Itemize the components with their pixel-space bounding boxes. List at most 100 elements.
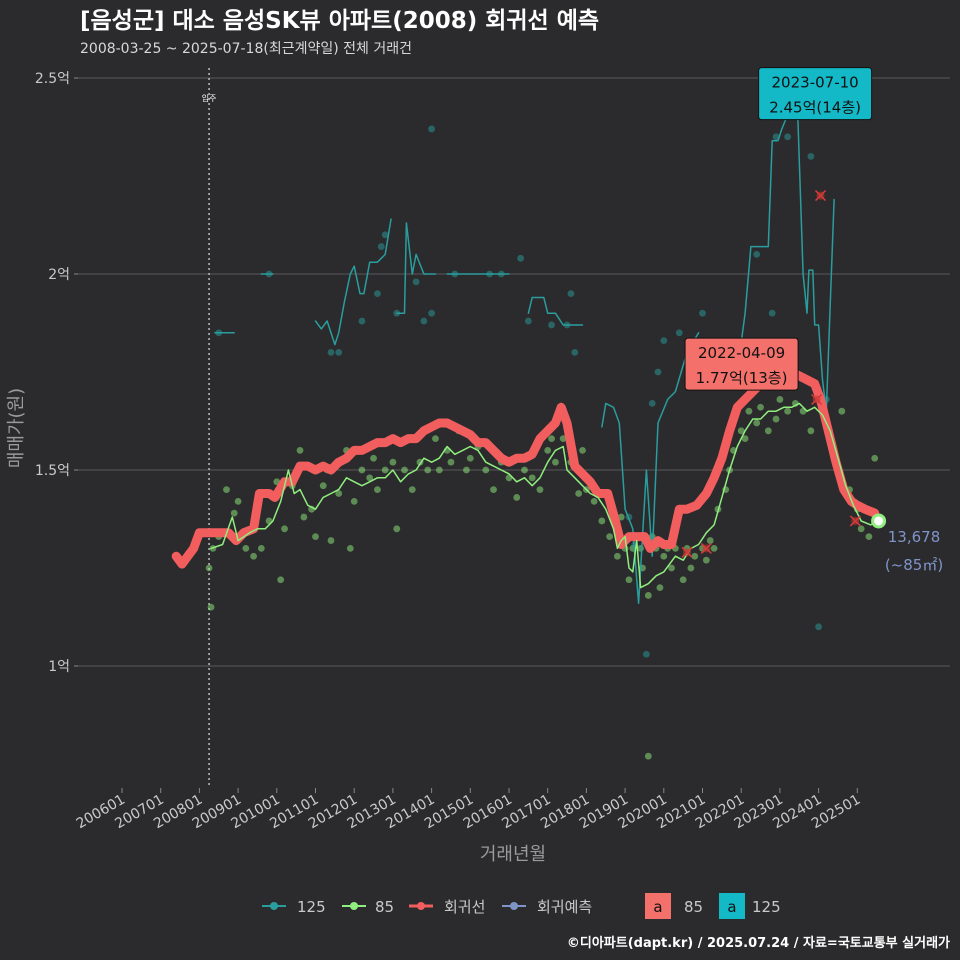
legend-item-regression: 회귀선	[409, 898, 485, 916]
series-85-point	[424, 466, 432, 474]
series-85-point	[350, 497, 358, 505]
series-85-point	[466, 454, 474, 462]
series-125-point	[642, 650, 650, 658]
series-85-point	[536, 486, 544, 493]
y-tick-label: 1.5억	[35, 463, 70, 479]
series-125-point	[807, 153, 815, 160]
series-85-point	[205, 564, 213, 572]
legend-forecast-dot	[510, 902, 518, 910]
callout-85: 2022-04-09 1.77억(13층)	[684, 337, 799, 391]
chart-subtitle: 2008-03-25 ~ 2025-07-18(최근계약일) 전체 거래건	[80, 41, 412, 57]
legend-125-label: 125	[297, 898, 326, 916]
legend-box-85-label: 85	[684, 898, 703, 916]
callout-125-date: 2023-07-10	[772, 74, 859, 92]
series-85-point	[230, 509, 238, 517]
y-tick-label: 2억	[48, 267, 70, 283]
y-axis-ticks: 1억 1.5억 2억 2.5억	[35, 71, 78, 675]
series-125-segment	[527, 296, 584, 326]
series-85-point	[702, 556, 710, 564]
series-85-point	[544, 447, 552, 454]
series-85-point	[871, 454, 879, 462]
series-85-point	[776, 396, 784, 403]
y-tick-label: 1억	[48, 659, 70, 675]
cross-marker-stroke	[681, 546, 693, 558]
series-85-point	[753, 419, 761, 427]
series-125-point	[567, 290, 575, 297]
series-125-point	[675, 329, 683, 337]
legend-regression-dot	[417, 902, 425, 910]
series-85-point	[590, 497, 598, 505]
callout-85-box	[684, 337, 799, 391]
series-85-point	[772, 415, 780, 423]
series-85-point	[660, 552, 668, 560]
series-85-point	[335, 490, 343, 497]
series-85-point	[737, 427, 745, 435]
series-125-point	[524, 317, 532, 325]
series-85-line	[210, 402, 878, 589]
series-85-point	[207, 603, 215, 611]
series-125-point	[335, 349, 343, 356]
y-axis-label: 매매가(원)	[6, 388, 27, 468]
series-125-point	[768, 309, 776, 317]
series-85-point	[784, 407, 792, 415]
series-85-point	[401, 466, 408, 474]
series-85-point	[691, 552, 699, 560]
cross-marker-stroke	[814, 190, 827, 202]
series-85-point	[389, 458, 397, 466]
series-125-point	[571, 349, 579, 356]
legend-box-85-swatch	[645, 893, 671, 919]
series-85-point	[807, 427, 815, 435]
series-85-segment	[210, 402, 878, 589]
series-85-point	[865, 533, 873, 541]
callout-125-box	[758, 67, 873, 121]
series-85-point	[579, 447, 586, 454]
series-85-point	[257, 545, 265, 552]
cross-markers	[681, 190, 861, 558]
series-125-point	[428, 309, 435, 317]
series-85-point	[300, 513, 308, 521]
series-125-point	[420, 317, 428, 325]
cross-marker-stroke	[811, 393, 823, 406]
series-125-point	[374, 290, 381, 297]
series-125-point	[660, 337, 668, 345]
series-85-point	[463, 466, 470, 474]
legend-box-125-swatch	[719, 893, 745, 919]
series-85-point	[312, 533, 319, 541]
series-85-point	[281, 525, 288, 533]
series-125-point	[772, 133, 780, 141]
series-85-point	[366, 474, 374, 482]
series-85-point	[552, 458, 559, 466]
series-85-point	[327, 537, 335, 544]
series-85-point	[435, 466, 443, 474]
forecast-marker	[871, 513, 887, 529]
series-85-point	[575, 490, 583, 497]
legend-box-125: a 125	[719, 893, 781, 919]
series-85-point	[745, 407, 753, 415]
series-85-point	[528, 474, 536, 482]
series-85-point	[710, 545, 718, 552]
series-125-point	[699, 309, 706, 317]
legend-regression-label: 회귀선	[444, 898, 485, 916]
cross-marker-stroke	[849, 515, 861, 527]
legend-item-85: 85	[342, 898, 394, 916]
legend-forecast-label: 회귀예측	[537, 898, 592, 916]
series-85-point	[277, 576, 285, 584]
legend-box-85-letter: a	[653, 898, 662, 916]
series-125-point	[548, 321, 555, 329]
end-label-value: 13,678	[888, 528, 941, 546]
series-85-point	[838, 407, 846, 415]
series-85-point	[358, 466, 366, 474]
callout-125-value: 2.45억(14층)	[769, 99, 861, 117]
series-85-point	[521, 466, 528, 474]
series-85-point	[234, 497, 242, 505]
y-tick-label: 2.5억	[35, 71, 70, 87]
series-85-point	[447, 458, 455, 466]
series-85-point	[606, 533, 614, 541]
series-125-point	[377, 243, 385, 250]
series-85-point	[559, 435, 567, 443]
series-85-point	[432, 435, 439, 443]
series-125-point	[381, 231, 389, 239]
series-125-point	[428, 125, 435, 133]
series-85-point	[656, 584, 664, 591]
